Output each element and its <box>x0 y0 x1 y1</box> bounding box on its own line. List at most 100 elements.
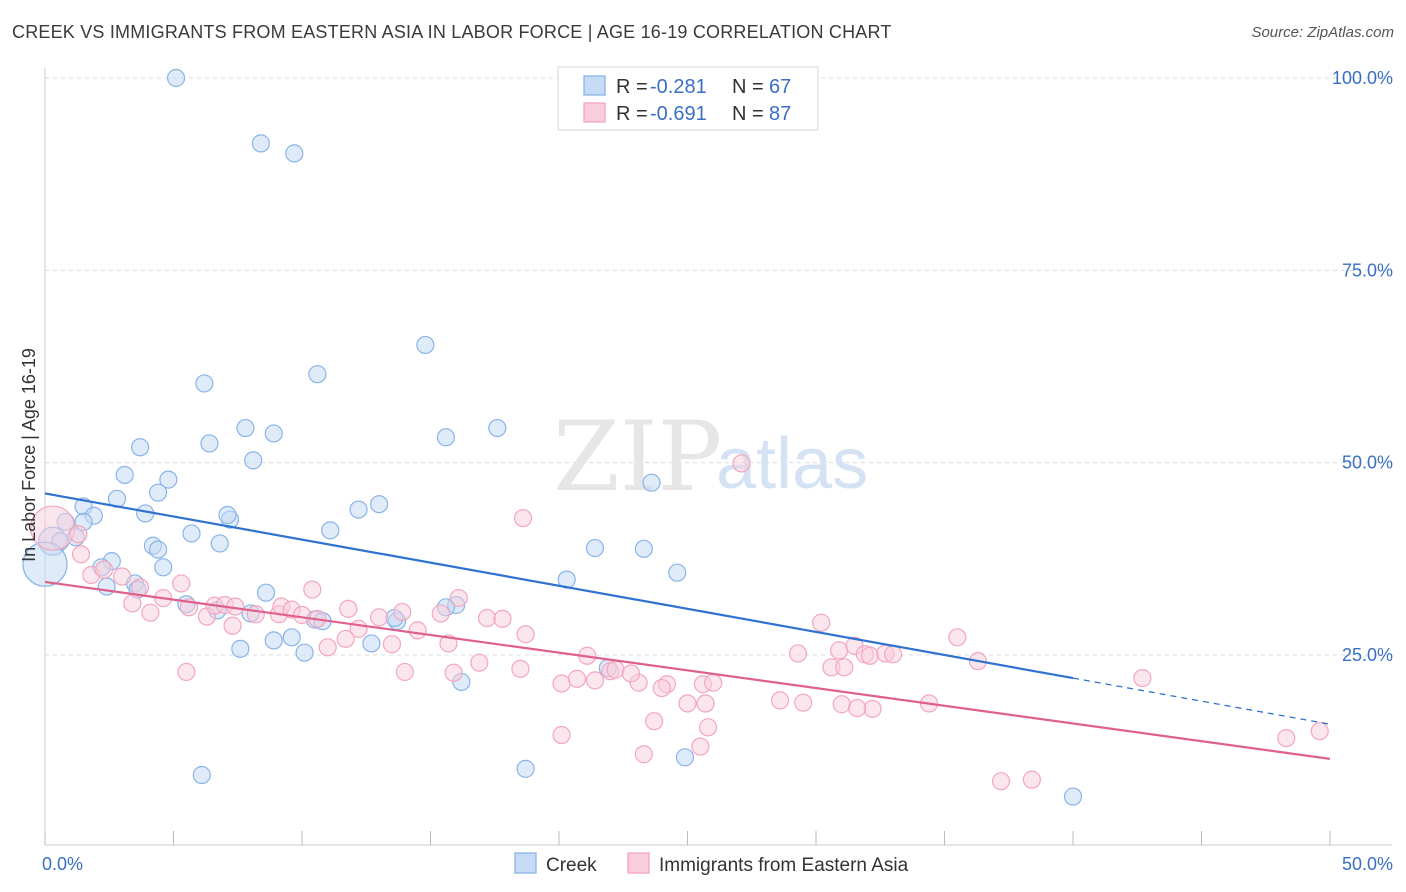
eastern-asia-point <box>948 628 967 647</box>
creek-point <box>182 524 201 543</box>
creek-point <box>166 68 186 88</box>
eastern-asia-point <box>696 694 715 713</box>
y-tick-label: 25.0% <box>1342 645 1393 665</box>
creek-point <box>308 365 327 384</box>
creek-point <box>154 558 173 577</box>
creek-point <box>218 505 237 525</box>
y-tick-label: 100.0% <box>1332 68 1393 88</box>
eastern-asia-point <box>567 669 587 688</box>
legend-swatch-eastern-asia <box>583 102 606 123</box>
series-legend: Creek Immigrants from Eastern Asia <box>514 852 909 876</box>
eastern-asia-point <box>1310 722 1329 741</box>
creek-point <box>159 470 178 489</box>
eastern-asia-point <box>691 737 710 756</box>
creek-point <box>516 759 535 778</box>
x-tick-label: 50.0% <box>1342 854 1393 874</box>
legend-r-value-2: -0.691 <box>650 103 707 125</box>
bottom-legend-swatch-creek <box>514 852 537 874</box>
eastern-asia-point <box>1277 728 1296 748</box>
creek-point <box>236 418 255 438</box>
eastern-asia-trend-line <box>44 580 1331 760</box>
axes <box>44 68 1392 846</box>
legend-r-label-2: R = <box>616 103 648 125</box>
creek-trend-line <box>44 492 1074 680</box>
eastern-asia-point <box>883 645 903 664</box>
x-tick-labels: 0.0% 50.0% <box>42 854 1393 874</box>
y-tick-label: 75.0% <box>1342 260 1393 280</box>
x-tick-label: 0.0% <box>42 854 83 874</box>
eastern-asia-point <box>788 644 808 663</box>
eastern-asia-point <box>732 454 751 473</box>
eastern-asia-point <box>172 574 191 593</box>
creek-point <box>282 628 301 647</box>
eastern-asia-point <box>223 616 242 635</box>
eastern-asia-point <box>698 718 718 737</box>
eastern-asia-point <box>393 602 412 622</box>
legend-n-label-1: N = <box>732 76 764 98</box>
creek-point <box>256 583 276 602</box>
grid-lines <box>45 77 1392 656</box>
trend-lines <box>44 492 1331 760</box>
creek-point <box>148 483 168 502</box>
eastern-asia-point <box>991 772 1011 791</box>
bottom-legend-label-creek: Creek <box>546 855 597 876</box>
eastern-asia-point <box>470 653 489 672</box>
eastern-asia-point <box>794 693 813 712</box>
creek-point <box>349 500 368 519</box>
creek-point <box>634 539 653 558</box>
y-axis-title: In Labor Force | Age 16-19 <box>19 348 39 562</box>
creek-point <box>370 495 389 514</box>
legend-swatch-creek <box>583 75 606 96</box>
eastern-asia-point <box>552 674 571 693</box>
creek-point <box>210 534 229 553</box>
eastern-asia-point <box>431 604 450 623</box>
eastern-asia-point <box>585 671 605 690</box>
bottom-legend-label-eastern-asia: Immigrants from Eastern Asia <box>659 855 909 876</box>
creek-point <box>321 521 340 540</box>
watermark-zip: ZIP <box>553 401 722 513</box>
creek-point <box>251 134 270 153</box>
creek-point <box>231 639 250 658</box>
y-tick-label: 50.0% <box>1342 453 1393 473</box>
eastern-asia-point <box>141 603 160 622</box>
eastern-asia-point <box>246 605 265 624</box>
creek-point <box>668 563 687 582</box>
creek-point <box>285 144 304 163</box>
creek-trend-extension <box>1072 677 1331 725</box>
legend-n-value-2: 87 <box>769 103 791 125</box>
eastern-asia-point <box>832 695 851 714</box>
y-tick-labels: 25.0% 50.0% 75.0% 100.0% <box>1332 68 1393 665</box>
eastern-asia-point <box>449 588 468 608</box>
eastern-asia-point <box>493 609 512 628</box>
eastern-asia-point <box>370 608 389 627</box>
creek-point <box>264 424 283 443</box>
eastern-asia-point <box>339 599 358 618</box>
eastern-asia-point <box>511 659 530 678</box>
eastern-asia-point <box>678 694 697 713</box>
watermark: ZIP atlas <box>553 401 868 513</box>
eastern-asia-point <box>1022 770 1041 789</box>
eastern-asia-point <box>863 699 882 718</box>
legend-n-value-1: 67 <box>769 76 791 98</box>
eastern-asia-point <box>444 663 463 682</box>
eastern-asia-point <box>123 594 142 613</box>
creek-point <box>244 451 263 470</box>
creek-point <box>488 418 507 438</box>
eastern-asia-point <box>303 580 322 599</box>
chart-source: Source: ZipAtlas.com <box>1251 24 1394 41</box>
creek-point <box>130 438 150 457</box>
creek-point <box>200 434 219 453</box>
eastern-asia-point <box>395 662 414 682</box>
creek-point <box>115 465 134 485</box>
eastern-asia-point <box>634 745 653 764</box>
creek-point <box>585 538 605 558</box>
creek-point <box>192 765 211 785</box>
data-points <box>22 68 1329 806</box>
eastern-asia-point <box>812 613 831 632</box>
creek-point <box>436 428 456 447</box>
eastern-asia-point <box>1133 668 1152 688</box>
creek-point <box>416 335 435 355</box>
eastern-asia-point <box>382 635 402 654</box>
eastern-asia-point <box>770 691 790 710</box>
